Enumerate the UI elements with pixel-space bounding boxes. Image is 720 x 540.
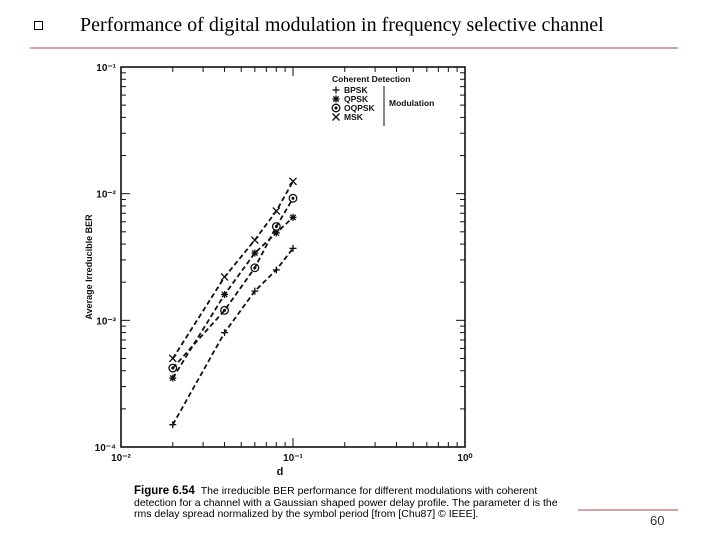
y-tick-label: 10⁻⁴: [95, 443, 116, 454]
data-point-qpsk: [251, 249, 259, 257]
bullet-square-icon: [34, 21, 43, 30]
data-point-oqpsk: [250, 263, 260, 273]
data-point-oqpsk: [220, 305, 230, 315]
x-axis-label: d: [277, 466, 284, 478]
legend-group-label: Modulation: [389, 98, 434, 108]
data-point-msk: [289, 177, 297, 186]
x-tick-label: 10⁻¹: [283, 453, 303, 464]
data-point-bpsk: [289, 244, 297, 252]
data-point-bpsk: [251, 287, 259, 295]
figure-panel: 10⁻² 10⁻¹ 10⁰ 10⁻⁴ 10⁻³ 10⁻² 10⁻¹ d Average Irre…: [78, 52, 578, 528]
x-tick-label: 10⁻²: [111, 453, 131, 464]
y-tick-label: 10⁻³: [96, 316, 116, 327]
legend-marker: [332, 113, 340, 121]
data-point-qpsk: [221, 290, 229, 298]
page-number: 60: [650, 513, 665, 528]
legend-marker: [332, 95, 340, 103]
legend-entry: BPSK: [344, 85, 368, 95]
data-point-oqpsk: [288, 193, 298, 203]
figure-caption-text: The irreducible BER performance for diff…: [134, 485, 558, 520]
data-point-qpsk: [289, 213, 297, 221]
legend-entry: QPSK: [344, 94, 369, 104]
plot-frame: [120, 66, 466, 448]
legend-entry: OQPSK: [344, 103, 376, 113]
data-point-bpsk: [272, 266, 280, 274]
data-point-msk: [168, 354, 177, 363]
data-point-msk: [220, 273, 229, 281]
figure-caption: Figure 6.54 The irreducible BER performan…: [134, 485, 574, 521]
title-divider: [30, 47, 678, 49]
data-point-oqpsk: [168, 363, 178, 373]
data-point-msk: [272, 207, 281, 215]
legend-marker: [331, 103, 341, 113]
data-point-qpsk: [169, 374, 177, 382]
data-point-oqpsk: [271, 222, 281, 232]
slide-title: Performance of digital modulation in fre…: [80, 14, 604, 36]
y-tick-label: 10⁻²: [96, 190, 116, 201]
data-point-msk: [250, 236, 259, 245]
x-tick-label: 10⁰: [457, 453, 472, 464]
legend-marker: [332, 86, 340, 94]
legend-title: Coherent Detection: [332, 74, 410, 84]
data-point-bpsk: [221, 329, 229, 337]
footer-divider: [578, 509, 678, 511]
y-tick-label: 10⁻¹: [96, 63, 116, 74]
series-line-qpsk: [172, 216, 294, 379]
figure-label: Figure 6.54: [134, 485, 195, 497]
legend-entry: MSK: [344, 112, 364, 122]
y-axis-label: Average Irreducible BER: [84, 214, 94, 320]
series-line-bpsk: [172, 247, 294, 426]
data-point-bpsk: [169, 421, 177, 429]
ber-chart: 10⁻² 10⁻¹ 10⁰ 10⁻⁴ 10⁻³ 10⁻² 10⁻¹ d Average Irre…: [84, 63, 473, 478]
